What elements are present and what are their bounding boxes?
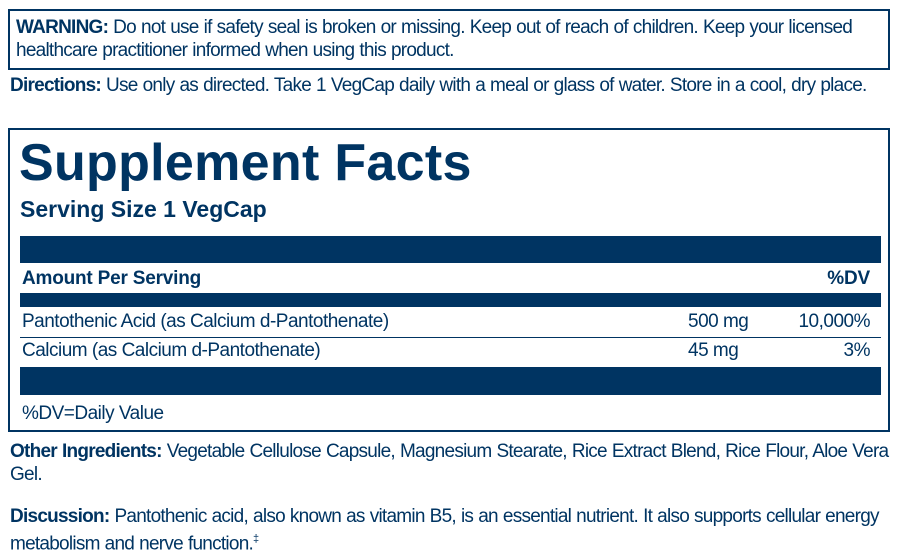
discussion-body: Pantothenic acid, also known as vitamin … <box>10 506 880 550</box>
nutrient-dv: 3% <box>843 340 871 361</box>
discussion-label: Discussion: <box>10 506 110 527</box>
nutrient-dv: 10,000% <box>798 311 870 332</box>
discussion-text: Discussion: Pantothenic acid, also known… <box>10 505 890 550</box>
warning-text: WARNING: Do not use if safety seal is br… <box>16 16 884 62</box>
directions-text: Directions: Use only as directed. Take 1… <box>10 74 890 97</box>
nutrient-name: Calcium (as Calcium d-Pantothenate) <box>22 340 321 361</box>
medium-divider <box>20 293 881 307</box>
supplement-facts-panel: Supplement Facts Serving Size 1 VegCap A… <box>8 128 890 432</box>
dv-header: %DV <box>827 268 870 289</box>
directions-body: Use only as directed. Take 1 VegCap dail… <box>101 75 867 96</box>
other-ingredients-label: Other Ingredients: <box>10 441 162 462</box>
nutrient-name: Pantothenic Acid (as Calcium d-Pantothen… <box>22 311 389 332</box>
thick-divider-top <box>20 236 881 263</box>
warning-body: Do not use if safety seal is broken or m… <box>16 17 853 61</box>
directions-label: Directions: <box>10 75 102 96</box>
other-ingredients-text: Other Ingredients: Vegetable Cellulose C… <box>10 440 890 486</box>
warning-box: WARNING: Do not use if safety seal is br… <box>8 9 890 70</box>
nutrient-row: Pantothenic Acid (as Calcium d-Pantothen… <box>22 309 870 335</box>
serving-size: Serving Size 1 VegCap <box>20 196 267 222</box>
footnote-mark: ‡ <box>253 533 259 545</box>
footnote: %DV=Daily Value <box>22 403 164 424</box>
facts-title: Supplement Facts <box>19 134 472 192</box>
nutrient-row: Calcium (as Calcium d-Pantothenate) 45 m… <box>22 338 871 364</box>
amount-per-serving-header: Amount Per Serving <box>22 268 202 289</box>
nutrient-amount: 500 mg <box>688 311 749 332</box>
thick-divider-bottom <box>20 367 881 395</box>
header-row: Amount Per Serving %DV <box>22 266 870 292</box>
row-divider <box>20 337 881 338</box>
warning-label: WARNING: <box>16 17 109 38</box>
nutrient-amount: 45 mg <box>688 340 739 361</box>
other-ingredients-body: Vegetable Cellulose Capsule, Magnesium S… <box>10 441 889 485</box>
